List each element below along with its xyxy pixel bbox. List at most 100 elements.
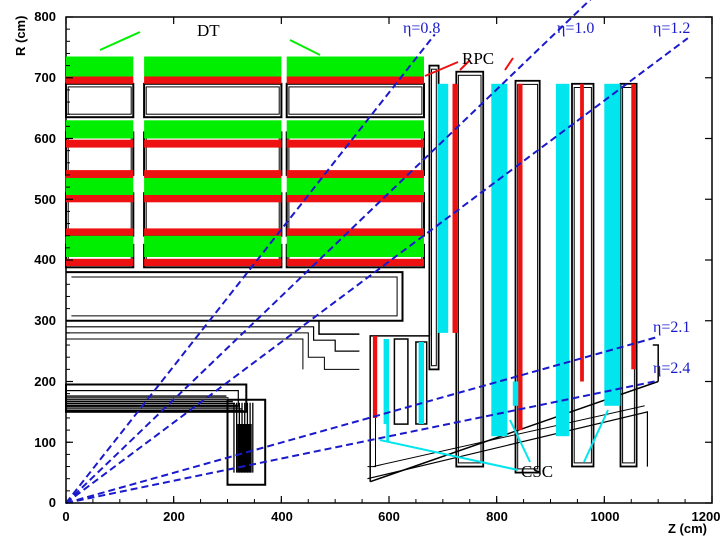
y-axis-label: R (cm)	[13, 16, 28, 56]
eta-0.8-label: η=0.8	[403, 20, 440, 37]
rpc-chamber	[286, 170, 424, 178]
rpc-chamber	[66, 76, 134, 84]
rpc-chamber	[286, 228, 424, 236]
x-tick-label: 800	[486, 509, 508, 524]
rpc-endcap-chamber	[372, 335, 378, 418]
barrel-yoke-box	[285, 82, 426, 119]
rpc-chamber	[144, 195, 282, 203]
csc-chambers	[383, 83, 621, 443]
solenoid-inner	[71, 276, 398, 317]
x-tick-label: 200	[163, 509, 185, 524]
inner-structure-2	[66, 326, 360, 352]
dt-label: DT	[197, 21, 220, 40]
rpc-endcap-chamber	[580, 83, 584, 382]
rpc-endcap-chamber	[631, 83, 636, 370]
rpc-chamber	[144, 139, 282, 148]
eta-1.0-label: η=1.0	[557, 20, 594, 37]
dt-chamber	[286, 56, 424, 78]
rpc-pointer	[459, 59, 471, 71]
dt-pointer	[289, 39, 321, 56]
endcap-hatch-block	[237, 424, 252, 473]
csc-chamber	[491, 83, 508, 437]
eta-line	[65, 33, 436, 504]
x-tick-label: 400	[271, 509, 293, 524]
x-tick-label: 600	[378, 509, 400, 524]
rpc-chamber	[286, 139, 424, 148]
eta-line	[65, 37, 689, 504]
barrel-yoke-box	[143, 131, 283, 176]
rpc-chamber	[286, 76, 424, 84]
y-tick-label: 400	[34, 252, 56, 267]
y-tick-label: 200	[34, 374, 56, 389]
x-tick-label: 1000	[591, 509, 620, 524]
rpc-endcap-chamber	[518, 83, 523, 431]
y-tick-label: 700	[34, 70, 56, 85]
endcap-disk-inner	[431, 68, 437, 367]
y-tick-label: 100	[34, 435, 56, 450]
dt-chambers	[66, 56, 424, 257]
rpc-chamber	[286, 258, 424, 267]
rpc-chamber	[144, 170, 282, 178]
csc-pointer	[583, 409, 609, 463]
rpc-chamber	[286, 195, 424, 203]
csc-label: CSC	[521, 462, 553, 481]
dt-chamber	[144, 178, 282, 197]
rpc-pointer	[424, 61, 459, 77]
rpc-chamber	[66, 228, 134, 236]
inner-structure-1	[66, 320, 360, 335]
dt-chamber	[144, 235, 282, 257]
dt-chamber	[286, 120, 424, 139]
dt-chamber	[66, 120, 134, 139]
barrel-yoke-box	[285, 131, 426, 176]
endcap-frame	[369, 65, 431, 482]
x-tick-label: 0	[62, 509, 69, 524]
rpc-pointer	[504, 57, 514, 71]
barrel-yoke-box	[65, 82, 135, 119]
tick-labels: 0 200 400 600 800 1000 1200 0 100 200 30…	[34, 9, 720, 524]
csc-chamber-lower	[386, 399, 389, 443]
csc-chamber	[383, 339, 389, 425]
barrel-yoke-box-inner	[67, 86, 132, 115]
endcap-disk-inner	[517, 83, 539, 470]
rpc-chamber	[66, 139, 134, 148]
eta-line	[65, 335, 659, 504]
dt-chamber	[144, 56, 282, 78]
eta-line	[65, 0, 592, 504]
dt-pointer	[99, 31, 141, 51]
nose-structure	[367, 411, 649, 480]
csc-chamber	[555, 83, 570, 437]
rpc-chamber	[144, 76, 282, 84]
barrel-yoke-box	[65, 131, 135, 176]
eta-lines	[65, 0, 689, 504]
dt-chamber	[144, 120, 282, 139]
eta-line	[65, 379, 659, 504]
barrel-yoke-box	[143, 82, 283, 119]
endcap-disk	[514, 79, 541, 474]
solenoid-outline	[66, 271, 404, 322]
csc-pointer	[509, 419, 531, 463]
endcap-disk-inner	[457, 74, 482, 464]
barrel-yoke-box-inner	[288, 86, 423, 115]
nose-structure-2	[372, 405, 645, 468]
y-tick-label: 300	[34, 313, 56, 328]
dt-chamber	[286, 178, 424, 197]
dt-chamber	[66, 56, 134, 78]
axis-ticks	[65, 16, 713, 504]
rpc-chamber	[66, 258, 134, 267]
rpc-chamber	[66, 170, 134, 178]
csc-chamber	[418, 342, 424, 424]
rpc-chamber	[66, 195, 134, 203]
csc-pointer	[379, 439, 519, 471]
label-pointers	[99, 31, 609, 471]
dt-chamber	[286, 235, 424, 257]
endcap-small-box	[393, 338, 409, 425]
eta-1.2-label: η=1.2	[653, 20, 690, 37]
inner-structure-4	[66, 338, 304, 370]
eta-2.1-label: η=2.1	[653, 319, 690, 336]
dt-chamber	[66, 178, 134, 197]
endcap-disk	[428, 64, 440, 371]
endcap-frame-right	[652, 344, 659, 382]
inner-structure-3	[66, 332, 360, 370]
endcap-calorimeter	[226, 398, 267, 486]
